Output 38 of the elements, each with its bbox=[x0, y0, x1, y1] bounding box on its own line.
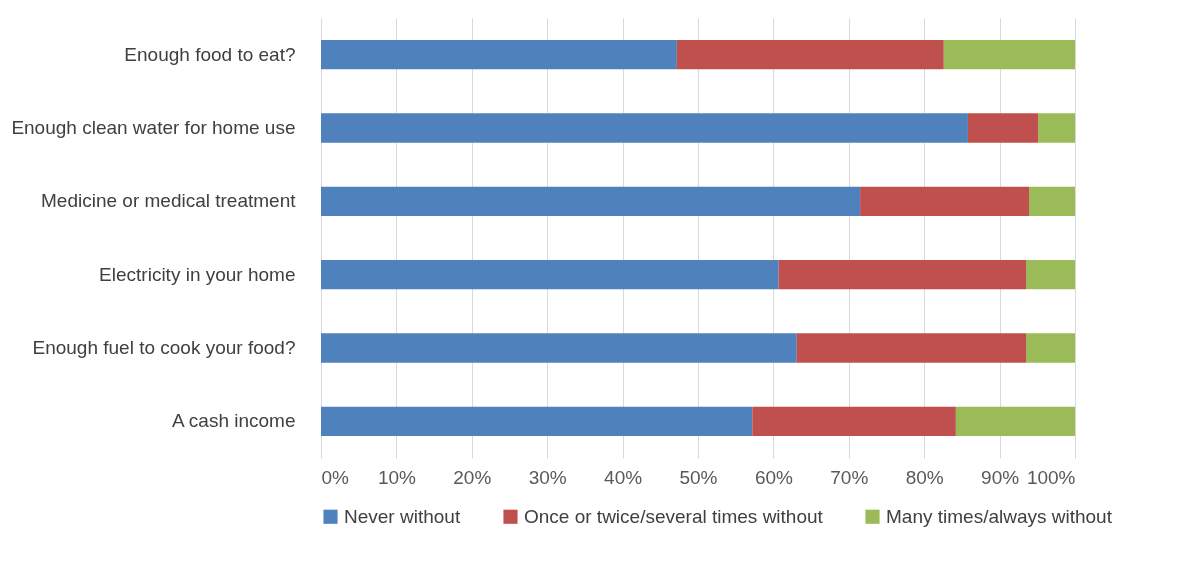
bar bbox=[321, 186, 861, 216]
legend-label: Many times/always without bbox=[886, 505, 1113, 527]
x-tick-label: 0% bbox=[321, 466, 350, 488]
bar bbox=[778, 260, 1026, 290]
bar bbox=[943, 40, 1075, 70]
x-tick-label: 60% bbox=[754, 466, 794, 488]
x-tick-label: 30% bbox=[528, 466, 567, 488]
y-tick-label: Medicine or medical treatment bbox=[41, 190, 297, 212]
bar bbox=[321, 333, 797, 363]
legend-label: Never without bbox=[344, 505, 461, 527]
bar bbox=[321, 113, 968, 143]
bar bbox=[321, 406, 753, 436]
bar bbox=[1025, 333, 1075, 363]
x-tick-label: 50% bbox=[679, 466, 718, 488]
x-tick-label: 10% bbox=[377, 466, 417, 488]
y-tick-label: Enough food to eat? bbox=[124, 43, 296, 65]
bar bbox=[676, 40, 944, 70]
bar bbox=[321, 260, 779, 290]
x-tick-label: 40% bbox=[604, 466, 643, 488]
x-tick-label: 90% bbox=[981, 466, 1020, 488]
bar bbox=[796, 333, 1026, 363]
x-tick-label: 100% bbox=[1026, 466, 1076, 488]
y-tick-label: Electricity in your home bbox=[99, 263, 296, 285]
bar bbox=[1029, 186, 1075, 216]
bar bbox=[955, 406, 1075, 436]
bar bbox=[967, 113, 1039, 143]
bar bbox=[1038, 113, 1075, 143]
bar bbox=[860, 186, 1030, 216]
y-tick-label: A cash income bbox=[171, 410, 296, 432]
bar bbox=[1025, 260, 1075, 290]
x-tick-label: 20% bbox=[453, 466, 492, 488]
x-tick-label: 70% bbox=[830, 466, 869, 488]
y-tick-label: Enough clean water for home use bbox=[11, 117, 296, 138]
bar bbox=[321, 40, 677, 70]
bar bbox=[752, 406, 956, 436]
legend-label: Once or twice/several times without bbox=[524, 505, 824, 527]
x-tick-label: 80% bbox=[905, 466, 944, 488]
y-tick-label: Enough fuel to cook your food? bbox=[32, 337, 296, 358]
